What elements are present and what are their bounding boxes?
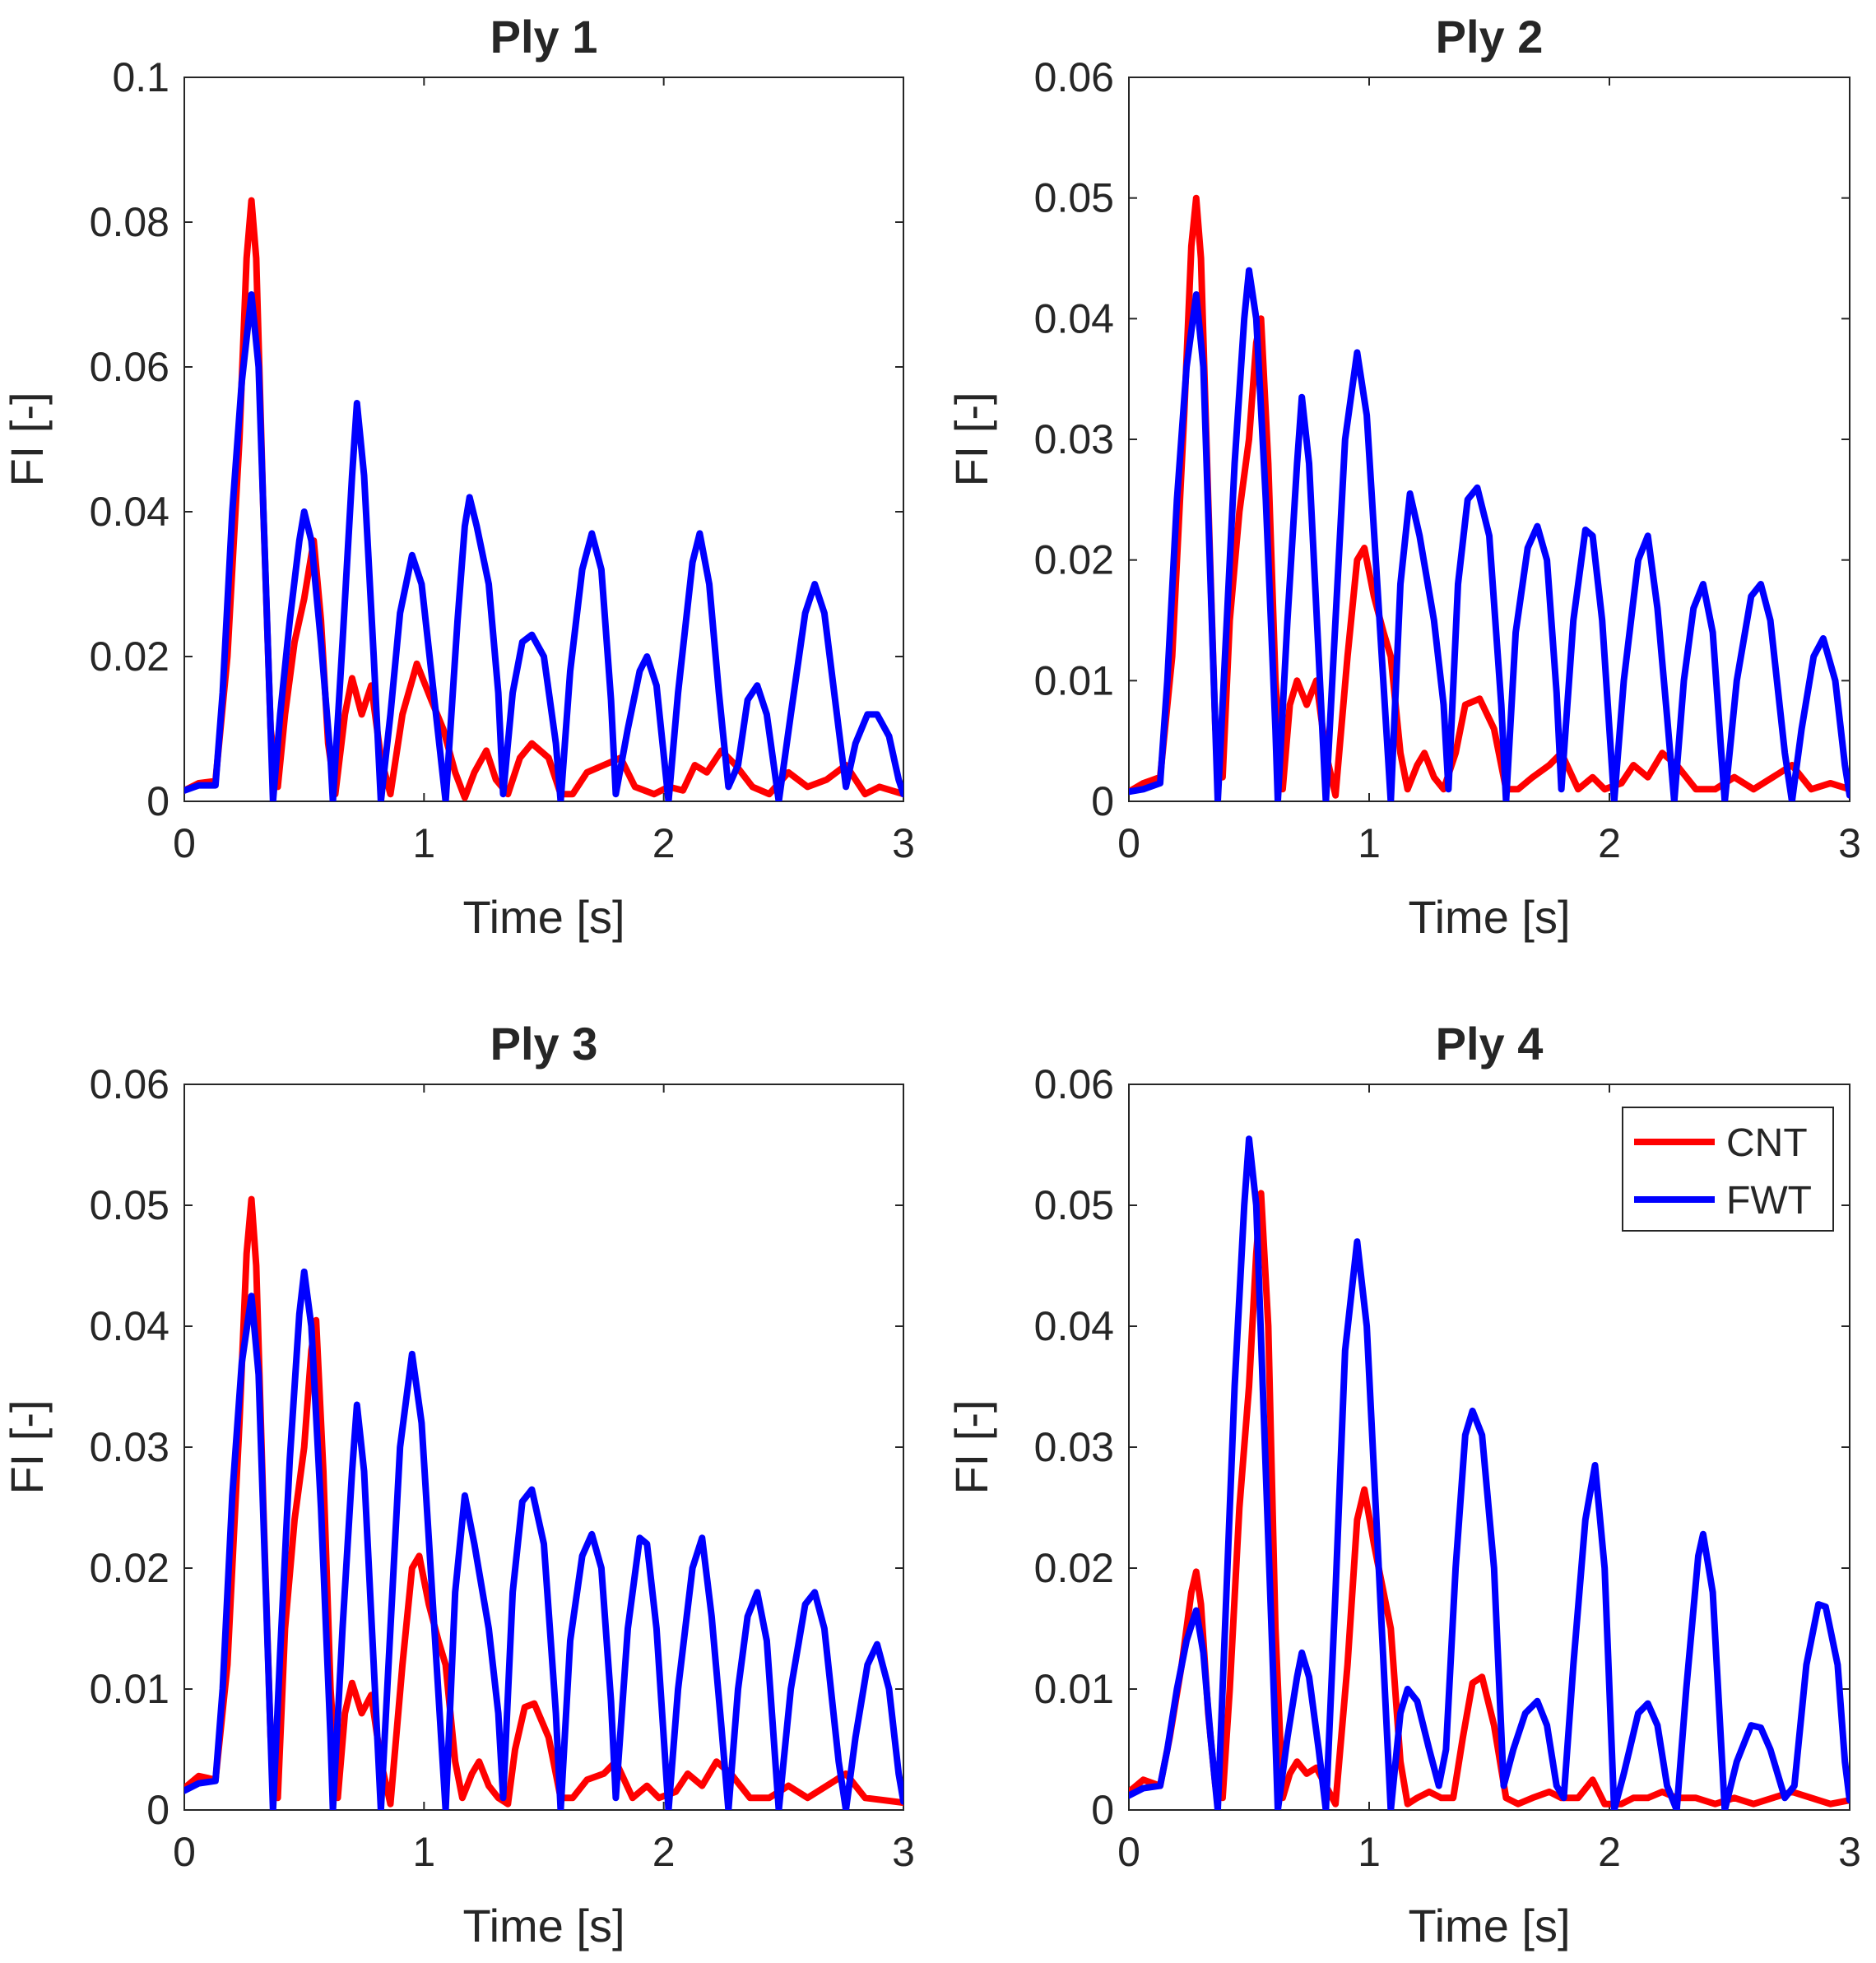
x-tick-label: 2 [1598,820,1621,866]
x-axis-label: Time [s] [1408,1900,1570,1951]
y-tick-label: 0.04 [90,489,169,535]
chart-title: Ply 2 [1436,11,1544,63]
y-tick-label: 0.06 [1034,1061,1114,1107]
x-tick-label: 2 [652,1829,676,1875]
x-tick-label: 1 [1358,820,1381,866]
chart-title: Ply 4 [1436,1018,1544,1070]
y-tick-label: 0.02 [1034,537,1114,583]
panels: 0 1 2 3 0 0.02 0.04 0.06 0.08 0.1 Ply 1 Time [s] FI … [1,11,1861,1951]
y-tick-label: 0.05 [1034,175,1114,221]
chart-panel-1: 0 1 2 3 0 0.02 0.04 0.06 0.08 0.1 Ply 1 Time [s] FI … [1,11,915,943]
legend: CNT FWT [1622,1107,1834,1232]
x-tick-label: 0 [173,1829,196,1875]
chart-title: Ply 3 [490,1018,598,1070]
y-tick-label: 0.03 [1034,416,1114,462]
x-axis-label: Time [s] [1408,891,1570,943]
chart-title: Ply 1 [490,11,598,63]
y-tick-label: 0.1 [112,54,169,100]
y-tick-label: 0.02 [90,633,169,680]
series-group [1129,194,1850,801]
y-tick-label: 0.02 [90,1545,169,1591]
x-tick-label: 3 [1838,820,1861,866]
x-tick-label: 0 [173,820,196,866]
y-tick-label: 0.01 [1034,1666,1114,1712]
y-tick-label: 0 [146,778,169,824]
x-axis-label: Time [s] [462,1900,625,1951]
y-tick-label: 0.04 [90,1303,169,1349]
y-tick-label: 0.03 [90,1424,169,1470]
x-tick-label: 3 [892,1829,915,1875]
x-tick-label: 1 [1358,1829,1381,1875]
y-tick-label: 0.05 [1034,1182,1114,1228]
chart-panel-2: 0 1 2 3 0 0.01 0.02 0.03 0.04 0.05 0.06 Ply 2 Time [… [945,11,1861,943]
y-tick-label: 0.06 [90,1061,169,1107]
series-line-fwt [1129,1135,1850,1810]
y-tick-label: 0.03 [1034,1424,1114,1470]
y-tick-label: 0.05 [90,1182,169,1228]
y-axis-label: FI [-] [1,392,53,486]
legend-label-fwt: FWT [1726,1179,1812,1223]
series-group [184,1195,903,1810]
y-axis-label: FI [-] [945,1399,997,1494]
series-group [184,197,903,801]
y-tick-label: 0 [146,1787,169,1833]
x-tick-label: 1 [412,1829,435,1875]
y-tick-label: 0.06 [1034,54,1114,100]
chart-panel-4: 0 1 2 3 0 0.01 0.02 0.03 0.04 0.05 0.06 Ply 4 Time [… [945,1018,1861,1951]
series-line-fwt [184,291,903,801]
y-axis-label: FI [-] [1,1399,53,1494]
x-tick-label: 1 [412,820,435,866]
series-line-fwt [1129,267,1850,801]
x-axis-label: Time [s] [462,891,625,943]
y-tick-label: 0.04 [1034,1303,1114,1349]
y-tick-label: 0 [1091,778,1114,824]
y-tick-label: 0.02 [1034,1545,1114,1591]
legend-box [1622,1107,1834,1232]
series-line-fwt [184,1268,903,1810]
series-line-cnt [184,1195,903,1808]
x-tick-label: 0 [1117,1829,1140,1875]
y-tick-label: 0.04 [1034,295,1114,341]
legend-label-cnt: CNT [1726,1121,1808,1165]
x-tick-label: 3 [892,820,915,866]
x-tick-label: 2 [652,820,676,866]
series-group [1129,1135,1850,1810]
y-tick-label: 0 [1091,1787,1114,1833]
y-tick-label: 0.01 [1034,657,1114,703]
x-tick-label: 3 [1838,1829,1861,1875]
x-tick-label: 2 [1598,1829,1621,1875]
axes-box [183,77,904,802]
series-line-cnt [1129,194,1850,799]
x-tick-label: 0 [1117,820,1140,866]
y-tick-label: 0.01 [90,1666,169,1712]
chart-panel-3: 0 1 2 3 0 0.01 0.02 0.03 0.04 0.05 0.06 Ply 3 Time [… [1,1018,915,1951]
y-tick-label: 0.08 [90,199,169,245]
y-tick-label: 0.06 [90,344,169,390]
y-axis-label: FI [-] [945,392,997,486]
series-line-cnt [1129,1190,1850,1808]
